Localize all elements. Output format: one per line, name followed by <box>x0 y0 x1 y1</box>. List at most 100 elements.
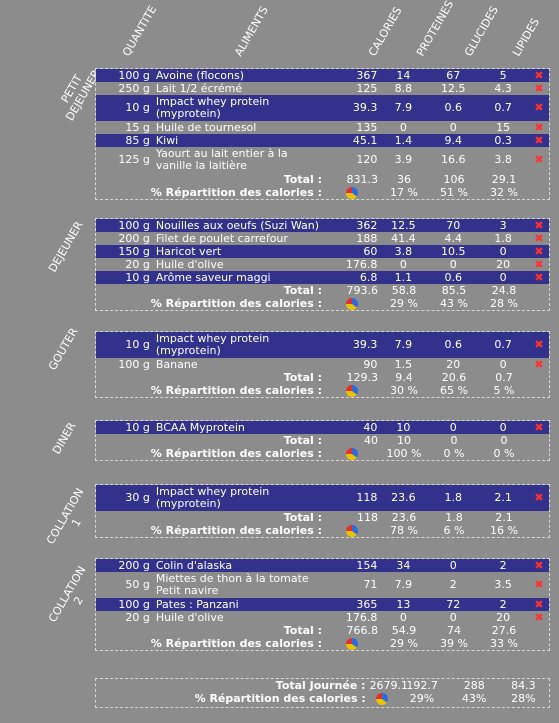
total-label: Total : <box>283 433 322 447</box>
food-proteines: 12.5 <box>391 218 416 232</box>
meal-label: GOUTER <box>46 326 81 373</box>
food-name: Yaourt au lait entier à la vanille la la… <box>155 147 288 172</box>
total-label: Total : <box>283 283 322 297</box>
food-calories: 90 <box>363 357 378 371</box>
pie-chart-icon[interactable] <box>370 692 394 705</box>
delete-icon[interactable]: ✖ <box>534 68 544 82</box>
food-glucides: 12.5 <box>440 81 466 95</box>
food-proteines: 1.4 <box>394 133 413 147</box>
total-calories: 766.8 <box>346 623 379 637</box>
delete-icon[interactable]: ✖ <box>534 231 544 245</box>
food-name: Huile de tournesol <box>155 120 257 134</box>
food-row: 85 g Kiwi 45.1 1.4 9.4 0.3 ✖ <box>96 134 549 147</box>
meal-total-row: Total : 129.3 9.4 20.6 0.7 <box>96 371 549 384</box>
pct-lipides: 16 % <box>490 523 518 537</box>
food-quantity: 85 g <box>125 133 150 147</box>
total-glucides: 74 <box>447 623 461 637</box>
pct-proteines: 17 % <box>390 185 418 199</box>
delete-icon[interactable]: ✖ <box>534 338 544 351</box>
food-glucides: 67 <box>446 68 461 82</box>
delete-icon[interactable]: ✖ <box>534 610 544 624</box>
meal-repartition-row: % Répartition des calories : 17 % 51 % 32 % <box>96 186 549 199</box>
food-row: 100 g Banane 90 1.5 20 0 ✖ <box>96 358 549 371</box>
food-name: Colin d'alaska <box>155 558 233 572</box>
food-row: 100 g Avoine (flocons) 367 14 67 5 ✖ <box>96 69 549 82</box>
food-row: 150 g Haricot vert 60 3.8 10.5 0 ✖ <box>96 245 549 258</box>
food-calories: 39.3 <box>352 338 378 351</box>
total-calories: 793.6 <box>346 283 379 297</box>
pie-chart-icon[interactable] <box>326 524 378 537</box>
food-calories: 365 <box>356 597 378 611</box>
daily-repartition-row: % Répartition des calories : 29% 43% 28% <box>96 692 549 705</box>
meal-label: DEJEUNER <box>46 219 86 274</box>
delete-icon[interactable]: ✖ <box>534 357 544 371</box>
delete-icon[interactable]: ✖ <box>534 420 544 434</box>
food-proteines: 7.9 <box>394 338 413 351</box>
food-glucides: 0 <box>449 420 457 434</box>
delete-icon[interactable]: ✖ <box>534 133 544 147</box>
food-proteines: 10 <box>396 420 411 434</box>
food-row: 20 g Huile d'olive 176.8 0 0 20 ✖ <box>96 258 549 271</box>
meal-label-line: DINER <box>50 420 79 457</box>
food-row: 200 g Colin d'alaska 154 34 0 2 ✖ <box>96 559 549 572</box>
food-quantity: 10 g <box>125 420 150 434</box>
food-lipides: 0.7 <box>494 338 512 351</box>
pie-chart-icon[interactable] <box>326 186 378 199</box>
delete-icon[interactable]: ✖ <box>534 81 544 95</box>
delete-icon[interactable]: ✖ <box>534 270 544 284</box>
food-proteines: 13 <box>396 597 411 611</box>
total-glucides: 1.8 <box>445 510 463 524</box>
delete-icon[interactable]: ✖ <box>534 257 544 271</box>
delete-icon[interactable]: ✖ <box>534 491 544 504</box>
delete-icon[interactable]: ✖ <box>534 120 544 134</box>
total-lipides: 24.8 <box>491 283 517 297</box>
food-glucides: 16.6 <box>440 153 466 166</box>
total-lipides: 0.7 <box>495 370 513 384</box>
food-proteines: 7.9 <box>394 101 413 114</box>
food-quantity: 125 g <box>118 153 150 166</box>
food-lipides: 3.8 <box>494 153 512 166</box>
delete-icon[interactable]: ✖ <box>534 153 544 166</box>
pct-glucides: 39 % <box>440 636 468 650</box>
food-name: Kiwi <box>155 133 179 147</box>
food-lipides: 0.7 <box>494 101 512 114</box>
pct-proteines: 30 % <box>390 383 418 397</box>
food-name: Pates : Panzani <box>155 597 239 611</box>
delete-icon[interactable]: ✖ <box>534 558 544 572</box>
total-glucides: 0 <box>450 433 458 447</box>
delete-icon[interactable]: ✖ <box>534 101 544 114</box>
pie-chart-icon[interactable] <box>326 447 378 460</box>
daily-total-row: Total Journée : 2679.1 192.7 288 84.3 <box>96 679 549 692</box>
delete-icon[interactable]: ✖ <box>534 244 544 258</box>
meal-repartition-row: % Répartition des calories : 100 % 0 % 0 % <box>96 447 549 460</box>
delete-icon[interactable]: ✖ <box>534 578 544 591</box>
food-proteines: 1.5 <box>394 357 413 371</box>
food-row: 200 g Filet de poulet carrefour 188 41.4 4.4… <box>96 232 549 245</box>
food-name: Haricot vert <box>155 244 222 258</box>
pct-proteines: 29 % <box>390 296 418 310</box>
food-glucides: 0.6 <box>444 338 462 351</box>
food-glucides: 1.8 <box>444 491 462 504</box>
food-calories: 118 <box>356 491 378 504</box>
food-row: 10 g Impact whey protein (myprotein) 39.3 7… <box>96 332 549 358</box>
total-proteines: 58.8 <box>391 283 417 297</box>
header-proteines: PROTEINES <box>414 0 457 59</box>
food-name: Filet de poulet carrefour <box>155 231 288 245</box>
food-quantity: 200 g <box>118 231 150 245</box>
food-calories: 367 <box>356 68 378 82</box>
pie-chart-icon[interactable] <box>326 384 378 397</box>
delete-icon[interactable]: ✖ <box>534 218 544 232</box>
food-calories: 135 <box>356 120 378 134</box>
food-proteines: 0 <box>399 120 407 134</box>
repartition-label: % Répartition des calories : <box>150 296 322 310</box>
food-row: 15 g Huile de tournesol 135 0 0 15 ✖ <box>96 121 549 134</box>
food-quantity: 30 g <box>125 491 150 504</box>
pie-chart-icon[interactable] <box>326 297 378 310</box>
food-glucides: 4.4 <box>444 231 462 245</box>
food-quantity: 10 g <box>125 270 150 284</box>
food-glucides: 0.6 <box>444 270 462 284</box>
daily-pct-glucides: 43% <box>461 691 487 705</box>
pie-chart-icon[interactable] <box>326 637 378 650</box>
food-quantity: 100 g <box>118 218 150 232</box>
delete-icon[interactable]: ✖ <box>534 597 544 611</box>
